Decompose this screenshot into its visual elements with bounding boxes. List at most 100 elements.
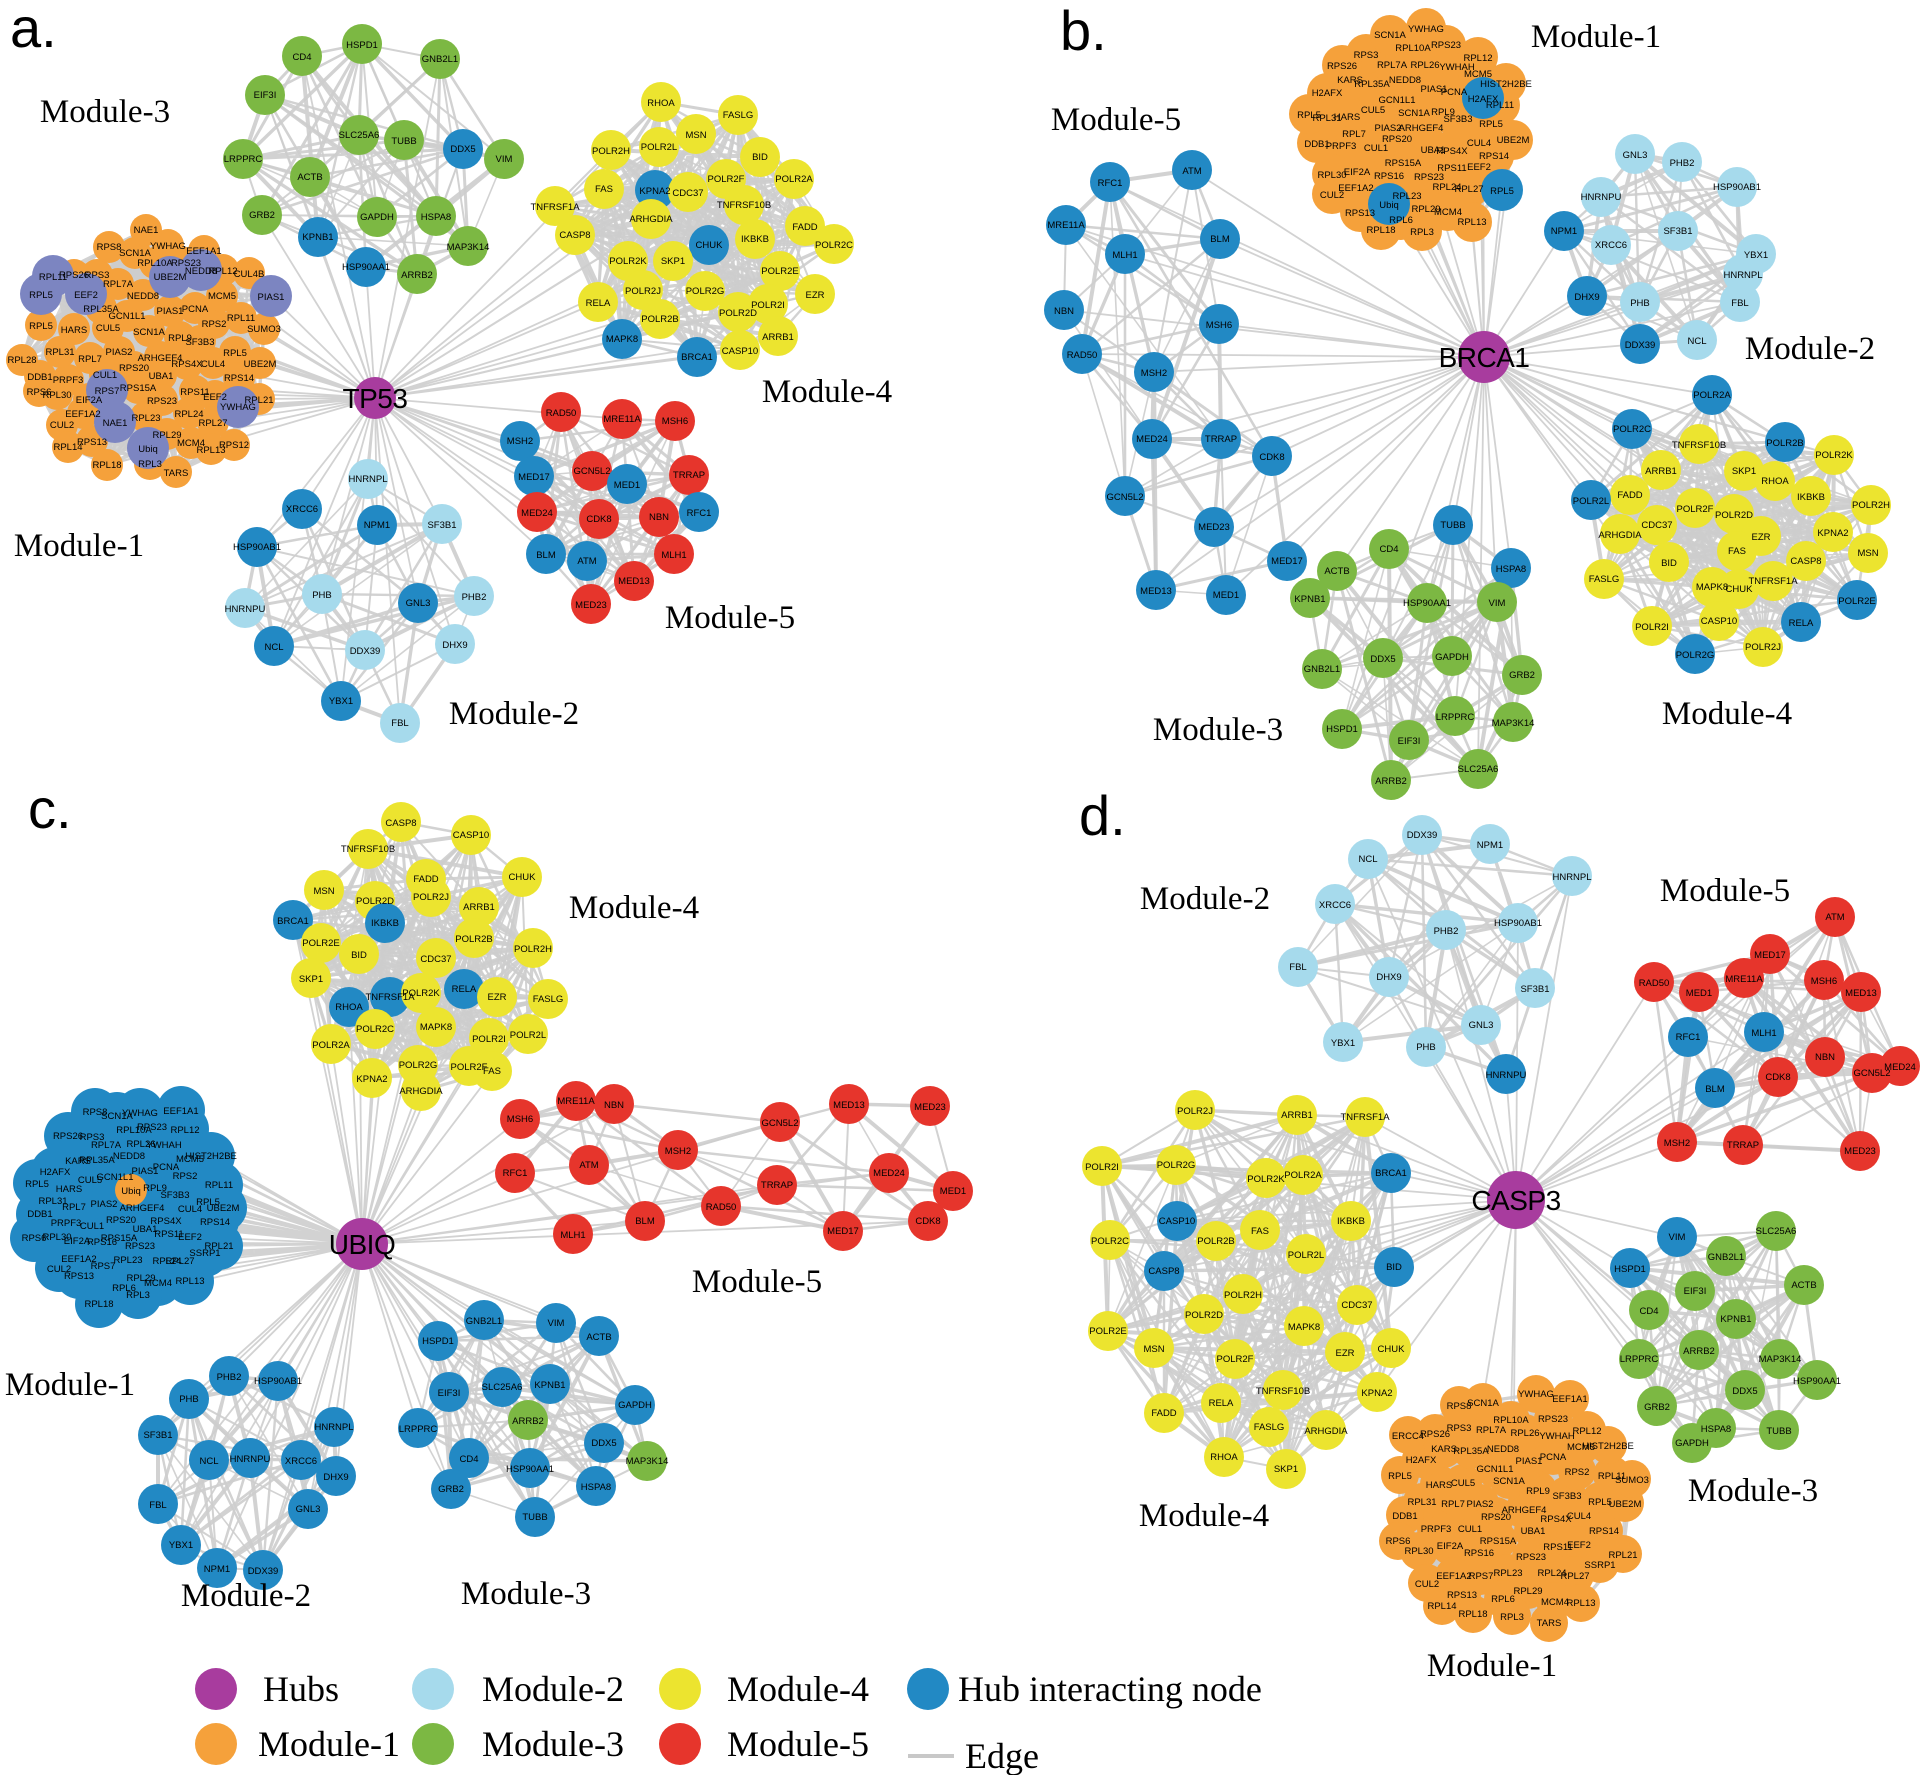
svg-text:RPL35A: RPL35A [1354,79,1390,90]
svg-text:NBN: NBN [604,1100,624,1111]
svg-text:RPS11: RPS11 [1543,1542,1572,1553]
svg-text:POLR2C: POLR2C [356,1024,394,1035]
svg-text:EZR: EZR [488,992,507,1003]
svg-text:RPL12: RPL12 [1572,1426,1601,1437]
svg-text:RPL5: RPL5 [196,1197,220,1208]
svg-text:POLR2B: POLR2B [455,934,493,945]
svg-text:ARRB2: ARRB2 [401,270,433,281]
svg-text:POLR2A: POLR2A [1693,390,1731,401]
svg-text:CASP8: CASP8 [1148,1266,1179,1277]
svg-text:Module-5: Module-5 [727,1724,869,1764]
svg-text:RPS26: RPS26 [59,270,89,281]
svg-text:VIM: VIM [1489,598,1506,609]
svg-text:Module-1: Module-1 [14,528,144,564]
svg-text:YBX1: YBX1 [329,696,353,707]
svg-text:MED17: MED17 [1271,556,1303,567]
svg-text:POLR2H: POLR2H [592,146,630,157]
svg-text:RPL23: RPL23 [1392,191,1421,202]
svg-text:PIAS1: PIAS1 [1421,84,1448,95]
svg-text:RPL11: RPL11 [205,1180,233,1191]
svg-text:POLR2L: POLR2L [1288,1250,1324,1261]
svg-text:LRPPRC: LRPPRC [1620,1354,1659,1365]
svg-text:EIF2A: EIF2A [1344,167,1371,178]
svg-text:d.: d. [1079,784,1126,847]
svg-text:YWHAH: YWHAH [1539,1431,1575,1442]
svg-text:MAP3K14: MAP3K14 [1759,1354,1802,1365]
svg-text:HNRNPL: HNRNPL [314,1422,353,1433]
svg-text:NBN: NBN [1815,1052,1835,1063]
svg-text:RPS11: RPS11 [1437,163,1466,174]
svg-text:RPL35A: RPL35A [83,304,119,315]
svg-text:POLR2I: POLR2I [1635,622,1669,633]
svg-text:H2AFX: H2AFX [1468,94,1499,105]
svg-text:NPM1: NPM1 [204,1564,230,1575]
svg-text:RPS26: RPS26 [53,1131,83,1142]
svg-text:XRCC6: XRCC6 [1595,240,1627,251]
svg-text:MLH1: MLH1 [1112,250,1137,261]
svg-text:LRPPRC: LRPPRC [224,154,263,165]
svg-text:UBE2M: UBE2M [1609,1499,1642,1510]
svg-text:HSPD1: HSPD1 [422,1336,454,1347]
svg-text:GAPDH: GAPDH [1435,652,1469,663]
svg-text:TNFRSF10B: TNFRSF10B [1672,440,1726,451]
svg-text:UBA1: UBA1 [133,1224,158,1235]
svg-text:NPM1: NPM1 [1477,840,1503,851]
svg-text:RPS11: RPS11 [154,1229,183,1240]
svg-text:PHB2: PHB2 [1434,926,1459,937]
svg-text:RPL18: RPL18 [84,1299,113,1310]
svg-text:MCM5: MCM5 [208,291,236,302]
svg-text:KARS: KARS [1431,1444,1457,1455]
svg-text:RPL30: RPL30 [1317,170,1346,181]
svg-text:EIF2A: EIF2A [64,1236,91,1247]
svg-text:MSH2: MSH2 [665,1146,691,1157]
svg-text:MED1: MED1 [614,480,640,491]
svg-text:CUL5: CUL5 [78,1175,102,1186]
svg-text:DDB1: DDB1 [1304,139,1329,150]
svg-text:ATM: ATM [1825,912,1844,923]
svg-text:CDK8: CDK8 [1765,1072,1790,1083]
svg-text:MED23: MED23 [914,1102,946,1113]
svg-text:RPL21: RPL21 [244,395,273,406]
svg-text:HIST2H2BE: HIST2H2BE [1582,1441,1634,1452]
svg-text:UBE2M: UBE2M [244,359,277,370]
svg-text:MCM4: MCM4 [1434,207,1462,218]
svg-text:FADD: FADD [1151,1408,1176,1419]
svg-text:RPL11: RPL11 [39,272,67,283]
svg-text:BID: BID [1661,558,1677,569]
svg-text:Edge: Edge [965,1736,1039,1775]
svg-text:RHOA: RHOA [1761,476,1789,487]
svg-text:PRPF3: PRPF3 [53,375,84,386]
svg-text:RPL21: RPL21 [1608,1550,1637,1561]
svg-text:CD4: CD4 [459,1454,478,1465]
svg-text:SF3B3: SF3B3 [160,1190,189,1201]
svg-text:KARS: KARS [1337,75,1363,86]
svg-text:POLR2G: POLR2G [1157,1160,1196,1171]
svg-text:NPM1: NPM1 [1551,226,1577,237]
svg-text:RPS26: RPS26 [1420,1429,1450,1440]
svg-text:RPL5: RPL5 [1297,110,1321,121]
svg-text:NBN: NBN [649,512,669,523]
svg-text:SKP1: SKP1 [661,256,685,267]
svg-text:NEDD8: NEDD8 [127,291,159,302]
svg-text:RPS14: RPS14 [224,373,254,384]
svg-text:YWHAH: YWHAH [1439,62,1475,73]
svg-text:RPS2: RPS2 [1565,1467,1590,1478]
svg-text:MED1: MED1 [1213,590,1239,601]
svg-text:MED13: MED13 [833,1100,865,1111]
svg-text:POLR2E: POLR2E [1089,1326,1127,1337]
svg-text:POLR2D: POLR2D [719,308,757,319]
svg-text:RPL18: RPL18 [1366,225,1395,236]
svg-text:ERCC4: ERCC4 [1392,1431,1424,1442]
svg-text:MAP3K14: MAP3K14 [447,242,490,253]
svg-text:CUL4: CUL4 [1567,1511,1591,1522]
svg-text:POLR2E: POLR2E [302,938,340,949]
svg-text:EIF2A: EIF2A [76,395,103,406]
svg-text:PCNA: PCNA [182,304,209,315]
svg-text:HSPA8: HSPA8 [1701,1424,1731,1435]
svg-text:POLR2L: POLR2L [510,1030,546,1041]
svg-text:ARRB1: ARRB1 [1645,466,1677,477]
svg-text:RPL5: RPL5 [29,290,53,301]
svg-text:MED24: MED24 [1136,434,1168,445]
svg-text:RELA: RELA [586,298,611,309]
svg-text:POLR2K: POLR2K [1247,1174,1285,1185]
